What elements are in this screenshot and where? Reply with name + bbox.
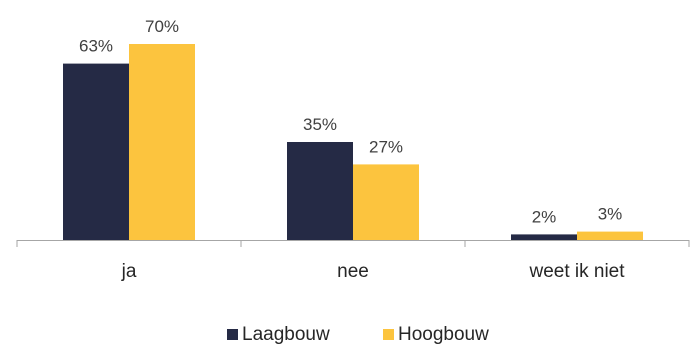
category-labels-group: ja nee weet ik niet xyxy=(121,261,626,282)
value-label-hoogbouw-weet-ik-niet: 3% xyxy=(598,205,623,224)
value-label-laagbouw-nee: 35% xyxy=(303,115,337,134)
bars-group xyxy=(63,44,643,240)
bar-hoogbouw-ja xyxy=(129,44,195,240)
category-label-weet-ik-niet: weet ik niet xyxy=(528,261,625,282)
value-label-laagbouw-weet-ik-niet: 2% xyxy=(532,207,557,226)
bar-hoogbouw-weet-ik-niet xyxy=(577,231,643,240)
bar-hoogbouw-nee xyxy=(353,164,419,240)
legend-label-hoogbouw: Hoogbouw xyxy=(398,324,489,345)
bar-laagbouw-weet-ik-niet xyxy=(511,234,577,240)
value-label-hoogbouw-ja: 70% xyxy=(145,17,179,36)
category-label-ja: ja xyxy=(121,261,137,282)
value-labels-group: 63% 70% 35% 27% 2% 3% xyxy=(79,17,622,226)
legend-swatch-hoogbouw xyxy=(383,329,394,340)
value-label-laagbouw-ja: 63% xyxy=(79,37,113,56)
category-label-nee: nee xyxy=(337,261,369,282)
x-axis-ticks xyxy=(16,240,690,247)
legend: Laagbouw Hoogbouw xyxy=(227,324,489,345)
legend-label-laagbouw: Laagbouw xyxy=(242,324,330,345)
bar-laagbouw-ja xyxy=(63,63,129,240)
bar-laagbouw-nee xyxy=(287,142,353,240)
legend-swatch-laagbouw xyxy=(227,329,238,340)
value-label-hoogbouw-nee: 27% xyxy=(369,137,403,156)
